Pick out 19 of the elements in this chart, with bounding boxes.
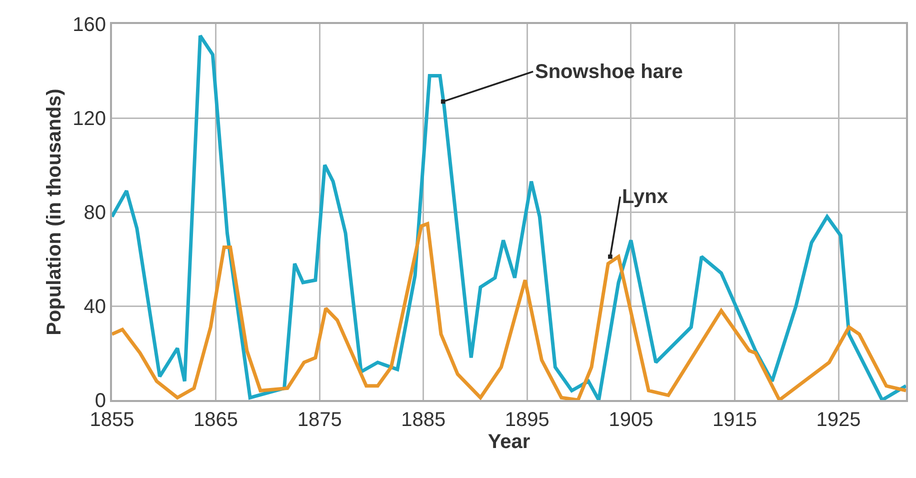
y-tick-label: 0 bbox=[94, 390, 106, 412]
x-axis-title: Year bbox=[488, 431, 530, 453]
x-tick-label: 1895 bbox=[504, 409, 550, 431]
x-tick-label: 1855 bbox=[90, 409, 134, 431]
x-tick-label: 1905 bbox=[608, 409, 654, 431]
y-tick-label: 120 bbox=[72, 108, 106, 130]
y-tick-label: 160 bbox=[72, 14, 106, 36]
line-series bbox=[112, 222, 906, 400]
y-tick-label: 40 bbox=[84, 296, 106, 318]
x-tick-label: 1915 bbox=[712, 409, 757, 431]
line-series bbox=[112, 34, 906, 400]
annotation: Lynx bbox=[622, 186, 668, 208]
x-tick-label: 1875 bbox=[297, 409, 342, 431]
y-axis-title: Population (in thousands) bbox=[44, 88, 66, 336]
annotation: Snowshoe hare bbox=[535, 61, 683, 83]
x-tick-label: 1865 bbox=[194, 409, 238, 431]
y-tick-label: 80 bbox=[84, 202, 106, 224]
x-tick-label: 1885 bbox=[401, 409, 446, 431]
x-tick-label: 1925 bbox=[816, 409, 861, 431]
